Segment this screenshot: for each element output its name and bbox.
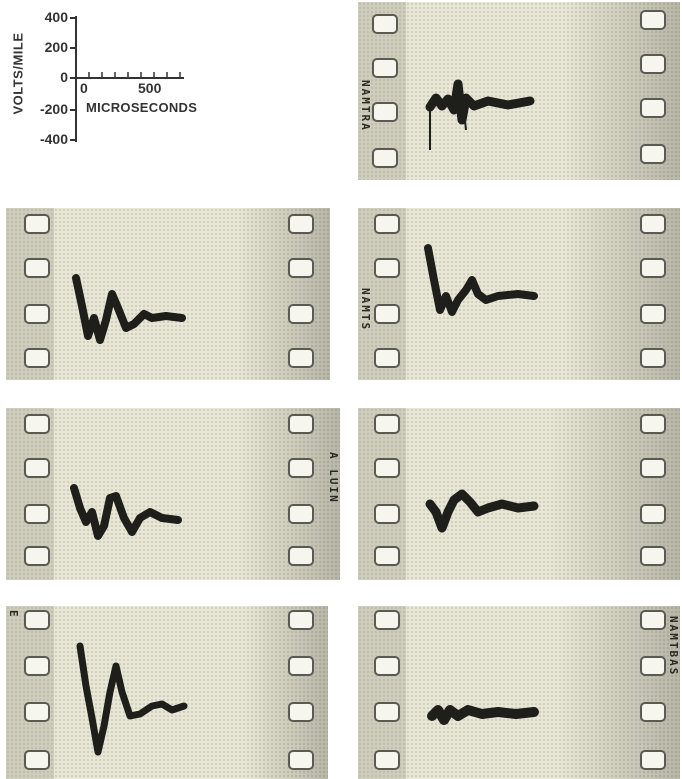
sprocket-hole (640, 610, 666, 630)
sprocket-hole (288, 702, 314, 722)
sprocket-hole (288, 504, 314, 524)
sprocket-hole (640, 348, 666, 368)
oscillogram-frame: NAMTS (358, 208, 680, 380)
sprocket-hole (374, 610, 400, 630)
sprocket-hole (372, 102, 398, 122)
sprocket-hole (374, 414, 400, 434)
oscillogram-frame (358, 408, 680, 580)
scale-legend: VOLTS/MILE 400 200 0 -200 -400 0 500 MIC… (0, 0, 260, 170)
film-marking: NAMTS (359, 288, 372, 332)
waveform-trace (70, 484, 182, 540)
film-marking: A LUIN (327, 452, 340, 504)
sprocket-hole (24, 750, 50, 770)
sprocket-hole (640, 504, 666, 524)
y-tick: 200 (44, 39, 68, 55)
oscillogram-frame: E (6, 606, 328, 779)
sprocket-hole (640, 10, 666, 30)
sprocket-hole (24, 656, 50, 676)
sprocket-hole (24, 702, 50, 722)
sprocket-hole (640, 750, 666, 770)
oscillogram-frame (6, 208, 330, 380)
sprocket-hole (288, 656, 314, 676)
oscillogram-frame: A LUIN (6, 408, 340, 580)
sprocket-hole (374, 546, 400, 566)
sprocket-hole (374, 258, 400, 278)
sprocket-hole (374, 504, 400, 524)
waveform-trace (76, 642, 188, 756)
sprocket-hole (24, 610, 50, 630)
sprocket-hole (24, 214, 50, 234)
waveform-trace (72, 274, 186, 344)
sprocket-hole (24, 304, 50, 324)
y-tick: 400 (44, 9, 68, 25)
film-shade (244, 606, 328, 779)
waveform-trace (424, 244, 538, 316)
x-tick: 0 (80, 80, 88, 96)
sprocket-hole (288, 414, 314, 434)
sprocket-hole (374, 702, 400, 722)
sprocket-hole (372, 148, 398, 168)
scale-axes (70, 16, 184, 142)
sprocket-hole (640, 546, 666, 566)
sprocket-hole (640, 98, 666, 118)
sprocket-hole (640, 414, 666, 434)
film-marking: E (7, 610, 20, 619)
sprocket-hole (24, 414, 50, 434)
sprocket-hole (288, 610, 314, 630)
sprocket-hole (640, 458, 666, 478)
sprocket-hole (640, 54, 666, 74)
film-marking: NAMTRA (359, 80, 372, 132)
y-tick: 0 (60, 69, 68, 85)
sprocket-hole (374, 348, 400, 368)
sprocket-hole (24, 504, 50, 524)
sprocket-hole (640, 144, 666, 164)
sprocket-hole (288, 750, 314, 770)
sprocket-hole (374, 458, 400, 478)
sprocket-hole (372, 58, 398, 78)
y-tick: -400 (39, 131, 68, 147)
film-marking: NAMTBAS (667, 616, 680, 677)
sprocket-hole (374, 656, 400, 676)
oscillogram-frame: NAMTBAS (358, 606, 680, 779)
sprocket-hole (24, 546, 50, 566)
sprocket-hole (374, 214, 400, 234)
sprocket-hole (24, 258, 50, 278)
sprocket-hole (288, 214, 314, 234)
sprocket-hole (640, 656, 666, 676)
sprocket-hole (640, 214, 666, 234)
oscillogram-frame: NAMTRA (358, 2, 680, 180)
sprocket-hole (640, 304, 666, 324)
film-shade (239, 208, 330, 380)
sprocket-hole (24, 348, 50, 368)
sprocket-hole (288, 458, 314, 478)
sprocket-hole (374, 750, 400, 770)
sprocket-hole (372, 14, 398, 34)
sprocket-hole (288, 546, 314, 566)
y-tick: -200 (39, 101, 68, 117)
sprocket-hole (640, 258, 666, 278)
waveform-trace (425, 489, 539, 533)
x-axis-label: MICROSECONDS (86, 100, 198, 115)
x-tick: 500 (138, 80, 162, 96)
sprocket-hole (288, 304, 314, 324)
sprocket-hole (640, 702, 666, 722)
waveform-trace (427, 705, 539, 725)
waveform-trace (425, 79, 535, 150)
sprocket-hole (24, 458, 50, 478)
sprocket-hole (288, 348, 314, 368)
sprocket-hole (374, 304, 400, 324)
sprocket-hole (288, 258, 314, 278)
